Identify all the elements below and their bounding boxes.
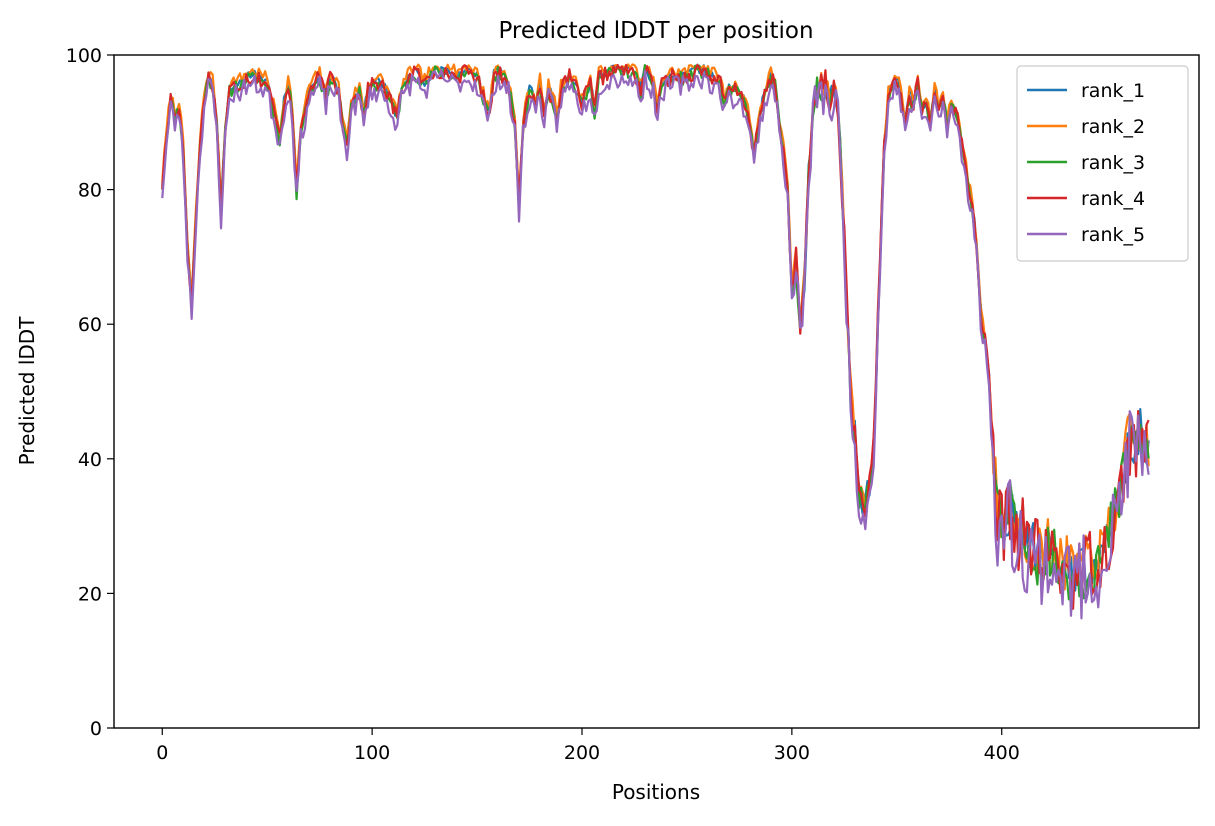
chart-title: Predicted lDDT per position [498, 18, 813, 44]
y-tick-label: 20 [78, 583, 102, 605]
legend-label-rank_1: rank_1 [1081, 80, 1145, 102]
x-tick-label: 100 [354, 742, 390, 764]
legend-box [1016, 65, 1189, 262]
x-axis: 0 100 200 300 400 [156, 728, 1020, 764]
y-tick-label: 80 [78, 180, 102, 202]
y-tick-label: 40 [78, 449, 102, 471]
y-tick-label: 0 [90, 718, 102, 740]
legend-label-rank_4: rank_4 [1081, 188, 1145, 210]
legend-label-rank_3: rank_3 [1081, 152, 1145, 174]
x-tick-label: 200 [564, 742, 600, 764]
series-line-rank_5 [161, 69, 1150, 620]
y-axis: 0 20 40 60 80 100 [66, 45, 114, 740]
x-axis-title: Positions [612, 780, 700, 804]
legend-label-rank_2: rank_2 [1081, 116, 1145, 138]
legend: rank_1 rank_2 rank_3 rank_4 rank_5 [1016, 65, 1189, 262]
x-tick-label: 300 [774, 742, 810, 764]
x-tick-label: 400 [984, 742, 1020, 764]
y-axis-title: Predicted lDDT [15, 316, 39, 466]
x-tick-label: 0 [156, 742, 168, 764]
plot-frame [113, 54, 1200, 729]
y-tick-label: 60 [78, 314, 102, 336]
series-layer [161, 63, 1150, 620]
y-tick-label: 100 [66, 45, 102, 67]
legend-label-rank_5: rank_5 [1081, 224, 1145, 246]
